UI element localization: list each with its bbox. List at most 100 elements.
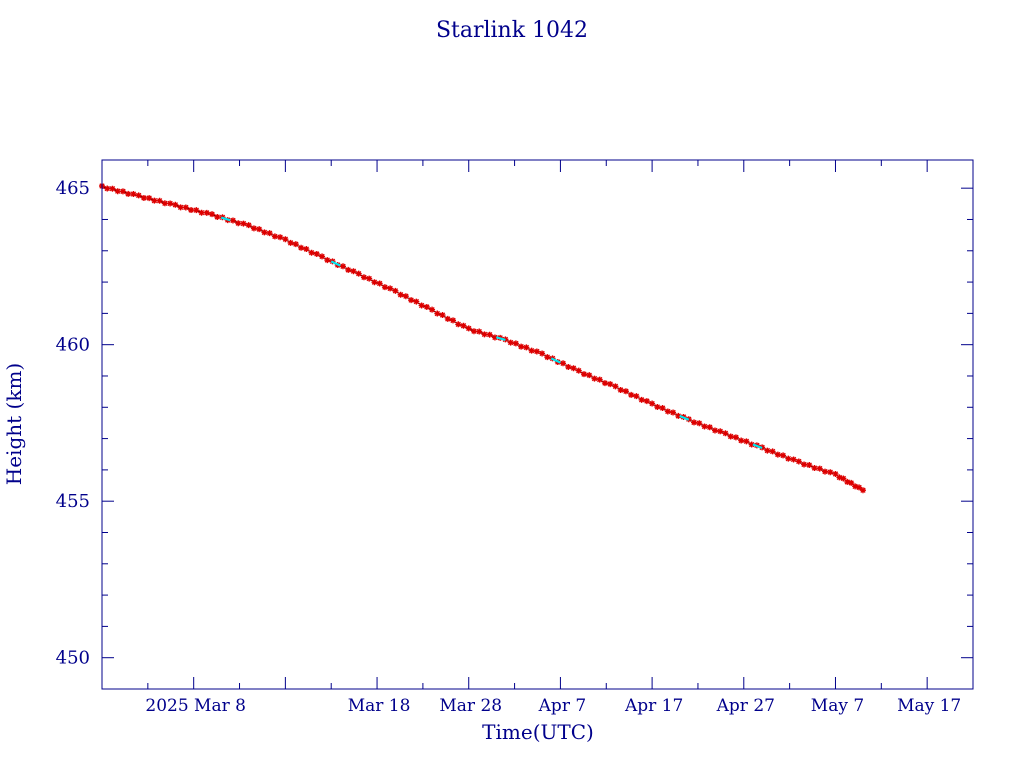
data-point (146, 195, 153, 202)
series-markers (99, 183, 866, 494)
data-point (455, 321, 462, 328)
data-point (319, 253, 326, 260)
data-point (109, 185, 116, 192)
data-point (282, 236, 289, 243)
data-point (151, 197, 158, 204)
data-point (601, 380, 608, 387)
data-point (287, 239, 294, 246)
data-point (840, 475, 847, 482)
data-point (670, 409, 677, 416)
data-point (392, 287, 399, 294)
data-point (245, 222, 252, 229)
data-point (643, 398, 650, 405)
data-point (622, 388, 629, 395)
data-point (633, 393, 640, 400)
data-point (780, 452, 787, 459)
data-point (240, 220, 247, 227)
data-point (649, 400, 656, 407)
x-tick-label: May 17 (897, 696, 961, 716)
highlight-segment (679, 414, 690, 421)
data-point (429, 306, 436, 313)
data-point (491, 334, 498, 341)
data-point (402, 293, 409, 300)
data-point (229, 217, 236, 224)
data-point (130, 191, 137, 198)
data-point (790, 456, 797, 463)
data-point (444, 315, 451, 322)
plot-frame (101, 159, 974, 690)
data-point (308, 249, 315, 256)
y-tick-label: 465 (56, 178, 90, 199)
data-point (324, 257, 331, 264)
data-point (827, 469, 834, 476)
data-point (560, 360, 567, 367)
data-point (821, 468, 828, 475)
tick-labels: 450 455 460 465 2025 Mar 8 Mar 18 Mar 28 Apr 7 A… (56, 178, 962, 716)
highlight-segment (752, 443, 763, 450)
data-point (806, 462, 813, 469)
data-point (313, 250, 320, 257)
data-series (99, 183, 866, 494)
data-point (256, 226, 263, 233)
data-point (795, 458, 802, 465)
data-point (591, 375, 598, 382)
data-point (738, 437, 745, 444)
data-point (250, 225, 257, 232)
data-point (580, 371, 587, 378)
x-tick-label: May 7 (811, 696, 864, 716)
x-tick-label: Apr 27 (716, 696, 775, 716)
data-point (607, 381, 614, 388)
highlight-segment (550, 357, 561, 364)
data-point (836, 474, 843, 481)
data-point (188, 207, 195, 214)
data-point (486, 331, 493, 338)
data-point (366, 275, 373, 282)
data-point (381, 284, 388, 291)
data-point (638, 396, 645, 403)
data-point (732, 434, 739, 441)
data-point (350, 268, 357, 275)
data-point (859, 487, 866, 494)
x-tick-label: Mar 18 (348, 696, 411, 716)
y-tick-label: 460 (56, 335, 90, 356)
data-point (544, 354, 551, 361)
data-point (628, 391, 635, 398)
data-point (701, 423, 708, 430)
data-point (476, 328, 483, 335)
highlight-segments (220, 216, 763, 450)
data-point (460, 322, 467, 329)
y-tick-label: 450 (56, 648, 90, 669)
data-point (193, 207, 200, 214)
data-point (706, 424, 713, 431)
data-point (816, 465, 823, 472)
data-point (470, 328, 477, 335)
data-point (140, 194, 147, 201)
data-point (177, 204, 184, 211)
data-point (135, 192, 142, 199)
data-point (528, 347, 535, 354)
data-point (161, 200, 168, 207)
data-point (413, 298, 420, 305)
data-point (664, 408, 671, 415)
data-point (696, 420, 703, 427)
data-point (397, 291, 404, 298)
data-point (339, 263, 346, 270)
data-point (214, 213, 221, 220)
data-point (271, 233, 278, 240)
data-point (711, 427, 718, 434)
data-point (586, 372, 593, 379)
data-point (125, 190, 132, 197)
data-point (774, 451, 781, 458)
highlight-segment (495, 336, 506, 342)
data-point (360, 274, 367, 281)
data-point (114, 188, 121, 195)
data-point (617, 386, 624, 393)
data-point (654, 403, 661, 410)
data-point (743, 438, 750, 445)
data-point (292, 241, 299, 248)
data-point (570, 365, 577, 372)
data-point (691, 419, 698, 426)
x-tick-label: Apr 7 (538, 696, 587, 716)
data-point (172, 201, 179, 208)
